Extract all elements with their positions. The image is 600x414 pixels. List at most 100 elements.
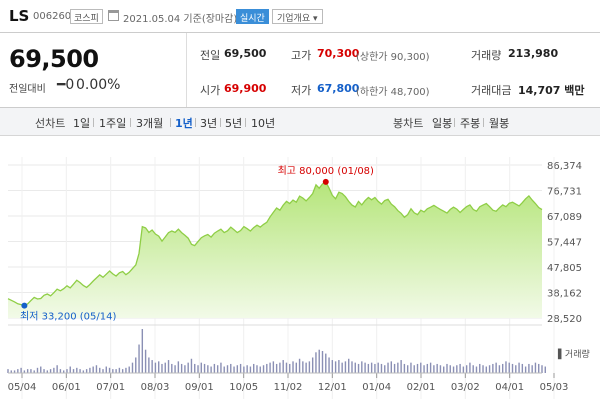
volume-bar: [99, 367, 101, 373]
volume-bar: [253, 363, 255, 373]
volume-bar: [495, 362, 497, 373]
volume-bar: [197, 365, 199, 373]
volume-bar: [135, 357, 137, 373]
stock-name[interactable]: LS: [9, 7, 30, 25]
volume-bar: [538, 363, 540, 373]
volume-bar: [256, 365, 258, 373]
period-1w[interactable]: 1주일: [99, 117, 127, 130]
volume-bar: [10, 370, 12, 373]
period-1y[interactable]: 1년: [175, 117, 193, 130]
volume-bar: [289, 363, 291, 373]
divider: [483, 118, 484, 127]
volume-bar: [49, 369, 52, 373]
stock-header: LS 006260 코스피 2021.05.04 기준(장마감) 실시간 기업개…: [0, 0, 600, 32]
change-label: 전일대비: [9, 84, 46, 95]
volume-bar: [246, 365, 248, 373]
volume-bar: [524, 366, 527, 373]
corp-info-dropdown[interactable]: 기업개요 ▾: [272, 9, 323, 24]
volume-bar: [518, 362, 520, 373]
volume-bar: [56, 365, 58, 373]
quote-date: 2021.05.04 기준(장마감): [123, 14, 238, 25]
volume-bar: [387, 362, 389, 373]
volume-bar: [138, 344, 140, 373]
min-marker: [21, 302, 28, 309]
volume-bar: [282, 360, 284, 373]
volume-bar: [295, 362, 297, 373]
price-chart[interactable]: 86,374 76,731 67,089 57,447 47,805 38,162 28,5…: [0, 137, 600, 410]
volume-bar: [534, 362, 537, 373]
volume-bar: [331, 360, 334, 373]
volume-bar: [439, 365, 442, 373]
period-1d[interactable]: 1일: [73, 117, 91, 130]
volume-bar: [259, 366, 261, 373]
price-area: [8, 181, 542, 318]
volume-bar: [433, 365, 435, 373]
price-chart-svg[interactable]: 86,374 76,731 67,089 57,447 47,805 38,162 28,5…: [0, 137, 600, 410]
volume-bar: [269, 362, 271, 373]
volume-bar: [338, 360, 340, 373]
divider: [195, 118, 196, 127]
volume-bar: [462, 366, 465, 373]
candle-monthly[interactable]: 월봉: [489, 117, 510, 130]
volume-bar: [262, 365, 265, 373]
volume-bar: [154, 362, 157, 373]
x-tick-label: 04/01: [495, 382, 524, 393]
volume-bar: [210, 366, 212, 373]
volume-bar: [167, 360, 170, 373]
volume-bar: [397, 362, 399, 373]
volume-bar: [426, 363, 429, 373]
candle-weekly[interactable]: 주봉: [460, 117, 481, 130]
volume-bar: [544, 366, 546, 373]
volume-bar: [528, 363, 530, 373]
volume-bar: [223, 366, 225, 373]
volume-bar: [180, 363, 183, 373]
trade-value-label: 거래대금: [471, 84, 512, 97]
volume-bar: [121, 369, 124, 373]
volume-bar: [115, 369, 117, 373]
volume-bar: [23, 370, 26, 373]
volume-bar: [171, 363, 173, 373]
stock-code: 006260: [33, 11, 72, 22]
volume-bar: [151, 360, 153, 373]
period-3m[interactable]: 3개월: [136, 117, 164, 130]
volume-bar: [177, 361, 180, 373]
x-tick-label: 10/05: [229, 382, 258, 393]
volume-bar: [285, 362, 288, 373]
volume-bar: [89, 367, 91, 373]
realtime-button[interactable]: 실시간: [236, 9, 269, 24]
volume-bar: [272, 361, 275, 373]
volume-bar: [161, 363, 163, 373]
lower-limit: (하한가 48,700): [356, 87, 430, 98]
volume-bar: [403, 363, 406, 373]
x-tick-label: 05/04: [8, 382, 37, 393]
volume-bar: [416, 363, 419, 373]
period-3y[interactable]: 3년: [200, 117, 218, 130]
volume-bar: [187, 362, 189, 373]
upper-limit: (상한가 90,300): [356, 52, 430, 63]
x-tick-label: 09/01: [185, 382, 214, 393]
divider: [186, 33, 187, 107]
volume-bar: [311, 357, 314, 373]
volume-bar: [174, 365, 176, 373]
candle-daily[interactable]: 일봉: [432, 117, 453, 130]
volume-bar: [479, 363, 481, 373]
volume-bar: [406, 365, 409, 373]
x-tick-label: 11/02: [274, 382, 303, 393]
low-value: 67,800: [317, 82, 360, 95]
period-10y[interactable]: 10년: [251, 117, 276, 130]
volume-bar: [105, 366, 107, 373]
x-tick-label: 01/04: [362, 382, 391, 393]
volume-bar: [302, 361, 304, 373]
volume-bar: [20, 367, 22, 373]
volume-bar: [436, 363, 438, 373]
x-tick-label: 06/01: [52, 382, 81, 393]
volume-bar: [492, 363, 494, 373]
volume-bar: [508, 362, 510, 373]
period-5y[interactable]: 5년: [225, 117, 243, 130]
market-badge: 코스피: [70, 9, 103, 24]
volume-bar: [443, 366, 445, 373]
volume-bar: [348, 358, 350, 373]
volume-bar: [472, 365, 474, 373]
volume-bar: [207, 365, 209, 373]
volume-bar: [62, 370, 65, 373]
